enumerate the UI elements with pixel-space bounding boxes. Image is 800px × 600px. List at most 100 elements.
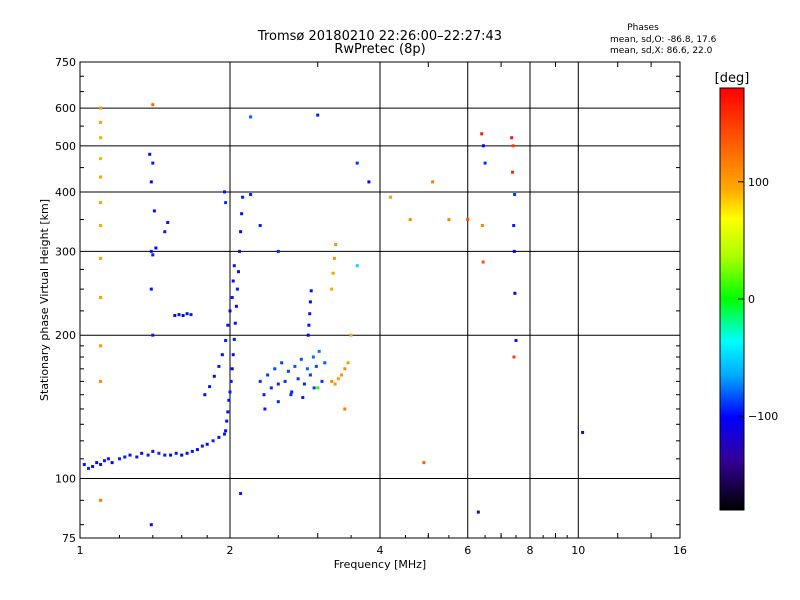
echo-point bbox=[481, 260, 485, 264]
echo-point bbox=[408, 218, 412, 222]
echo-point bbox=[148, 152, 152, 156]
echo-point bbox=[367, 180, 371, 184]
echo-point bbox=[233, 321, 237, 325]
echo-point bbox=[238, 249, 241, 253]
echo-point bbox=[483, 161, 487, 165]
y-tick-label: 500 bbox=[55, 140, 76, 153]
echo-point bbox=[82, 463, 86, 466]
echo-point bbox=[99, 344, 103, 348]
echo-point bbox=[200, 444, 204, 448]
echo-point bbox=[169, 453, 173, 457]
echo-point bbox=[266, 373, 270, 377]
chart-title-line2: RwPretec (8p) bbox=[334, 42, 425, 57]
echo-point bbox=[99, 463, 103, 466]
echo-point bbox=[476, 510, 480, 514]
echo-point bbox=[190, 449, 194, 453]
echo-point bbox=[389, 195, 393, 199]
echo-point bbox=[340, 373, 344, 377]
x-tick-label: 6 bbox=[464, 544, 471, 557]
echo-point bbox=[163, 453, 167, 457]
x-axis: 1 2 4 6 8 10 16 bbox=[77, 62, 687, 557]
echo-point bbox=[91, 465, 95, 468]
echo-point bbox=[343, 367, 347, 371]
echo-point bbox=[306, 333, 310, 337]
echo-point bbox=[151, 103, 155, 107]
grid-lines bbox=[80, 62, 680, 538]
echo-point bbox=[151, 161, 155, 165]
echo-point bbox=[103, 459, 106, 463]
echo-point bbox=[181, 314, 185, 317]
echo-point bbox=[289, 393, 293, 397]
phase-stats-x: mean, sd,X: 86.6, 22.0 bbox=[610, 46, 713, 56]
echo-point bbox=[301, 396, 305, 399]
echo-point bbox=[314, 364, 318, 368]
echo-point bbox=[151, 449, 155, 453]
echo-point bbox=[333, 382, 337, 386]
echo-point bbox=[95, 461, 99, 465]
echo-point bbox=[154, 246, 158, 250]
y-tick-label: 600 bbox=[55, 102, 76, 115]
echo-point bbox=[99, 120, 103, 124]
echo-point bbox=[317, 349, 321, 353]
echo-point bbox=[149, 523, 153, 527]
y-tick-label: 75 bbox=[62, 532, 76, 545]
echo-point bbox=[263, 407, 267, 411]
echo-point bbox=[312, 386, 316, 390]
echo-point bbox=[217, 364, 221, 368]
x-tick-label: 1 bbox=[77, 544, 84, 557]
echo-point bbox=[234, 304, 238, 308]
echo-point bbox=[217, 435, 221, 439]
echo-point bbox=[258, 379, 262, 383]
echo-points bbox=[82, 103, 585, 527]
echo-point bbox=[224, 339, 228, 342]
echo-point bbox=[239, 492, 243, 495]
echo-point bbox=[99, 296, 103, 299]
echo-point bbox=[293, 364, 297, 368]
echo-point bbox=[225, 419, 229, 423]
echo-point bbox=[276, 249, 280, 253]
echo-point bbox=[226, 410, 230, 414]
echo-point bbox=[231, 279, 235, 283]
echo-point bbox=[323, 361, 327, 365]
echo-point bbox=[480, 132, 484, 136]
y-tick-label: 300 bbox=[55, 245, 76, 258]
echo-point bbox=[232, 337, 236, 341]
echo-point bbox=[208, 385, 212, 389]
echo-point bbox=[308, 300, 312, 304]
echo-point bbox=[151, 253, 155, 257]
y-tick-label: 100 bbox=[55, 473, 76, 486]
echo-point bbox=[431, 180, 435, 184]
echo-point bbox=[227, 398, 231, 402]
echo-point bbox=[514, 339, 518, 342]
echo-point bbox=[173, 314, 177, 317]
echo-point bbox=[249, 193, 253, 196]
echo-point bbox=[99, 136, 103, 140]
echo-point bbox=[296, 377, 300, 381]
echo-point bbox=[331, 271, 335, 275]
echo-point bbox=[99, 256, 103, 260]
echo-point bbox=[308, 312, 312, 316]
echo-point bbox=[185, 312, 189, 316]
echo-point bbox=[118, 457, 121, 461]
echo-point bbox=[205, 442, 209, 446]
colorbar-tick-label: 100 bbox=[748, 176, 769, 189]
echo-point bbox=[511, 144, 515, 148]
echo-point bbox=[180, 453, 184, 457]
chart-title-line1: Tromsø 20180210 22:26:00–22:27:43 bbox=[257, 29, 502, 44]
y-tick-label: 750 bbox=[55, 56, 76, 69]
echo-point bbox=[223, 190, 226, 194]
echo-point bbox=[224, 201, 228, 205]
echo-point bbox=[355, 264, 359, 268]
echo-point bbox=[99, 379, 103, 383]
echo-point bbox=[135, 455, 139, 459]
x-tick-label: 4 bbox=[377, 544, 384, 557]
echo-point bbox=[230, 296, 234, 299]
x-tick-label: 16 bbox=[673, 544, 687, 557]
colorbar-tick-label: −100 bbox=[748, 410, 778, 423]
colorbar-ticks: 100 0 −100 bbox=[738, 176, 778, 423]
echo-point bbox=[229, 379, 233, 383]
echo-point bbox=[280, 361, 284, 365]
echo-point bbox=[316, 113, 320, 117]
echo-point bbox=[355, 161, 359, 165]
